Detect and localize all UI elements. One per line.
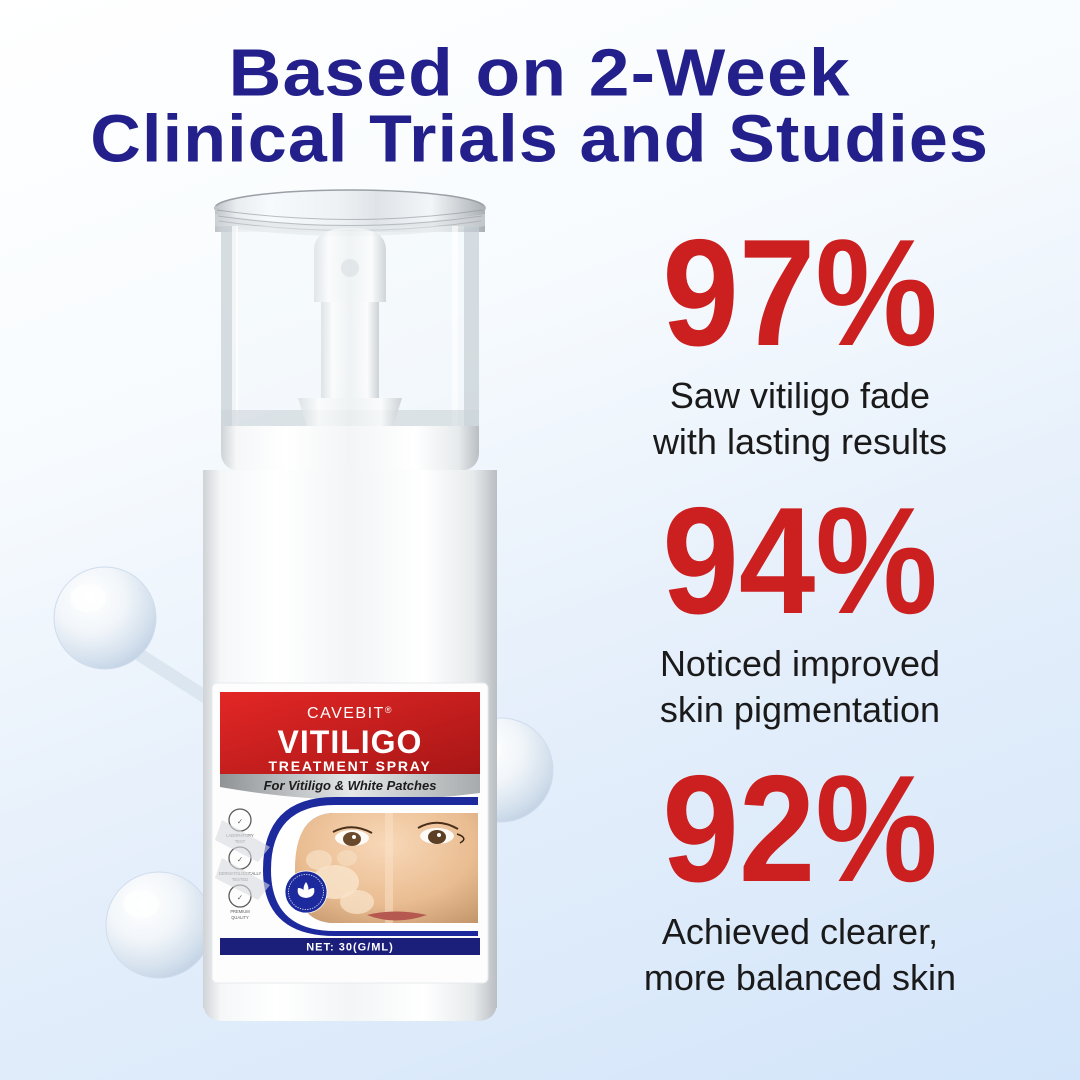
svg-text:QUALITY: QUALITY	[231, 915, 249, 920]
svg-text:NET: 30(G/ML): NET: 30(G/ML)	[306, 942, 394, 954]
svg-text:CAVEBIT®: CAVEBIT®	[307, 705, 393, 722]
svg-text:✓: ✓	[237, 855, 243, 864]
svg-text:PREMIUM: PREMIUM	[230, 909, 250, 914]
svg-text:For Vitiligo & White Patches: For Vitiligo & White Patches	[264, 778, 437, 793]
svg-text:✓: ✓	[237, 893, 243, 902]
svg-text:✓: ✓	[237, 817, 243, 826]
svg-text:VITILIGO: VITILIGO	[278, 724, 423, 760]
svg-text:TREATMENT SPRAY: TREATMENT SPRAY	[268, 758, 431, 774]
